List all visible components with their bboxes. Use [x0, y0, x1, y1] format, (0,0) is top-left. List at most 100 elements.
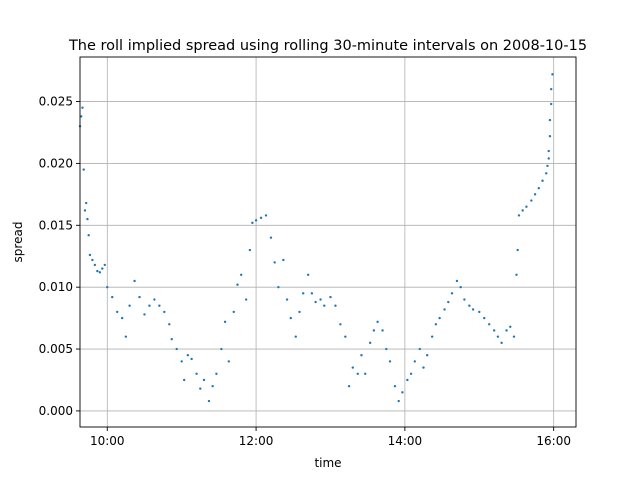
data-point [533, 193, 537, 196]
data-point [413, 360, 416, 363]
y-tick-label: 0.000 [39, 404, 73, 418]
y-tick-label: 0.005 [39, 342, 73, 356]
data-point [298, 310, 301, 314]
data-point [195, 372, 198, 375]
data-point [471, 308, 475, 311]
data-point [240, 273, 243, 276]
data-point [244, 298, 248, 301]
data-point [202, 378, 206, 382]
data-point [381, 329, 384, 332]
data-point [80, 115, 83, 118]
data-point [88, 253, 92, 257]
data-point [521, 209, 524, 212]
data-point [175, 347, 178, 351]
data-point [344, 335, 347, 338]
data-point [302, 292, 305, 295]
data-point [500, 341, 503, 345]
data-point [310, 292, 314, 295]
data-point [96, 269, 99, 273]
data-point [545, 172, 548, 175]
data-point [86, 217, 89, 221]
data-point [98, 271, 102, 274]
data-point [546, 164, 549, 168]
data-point [530, 199, 533, 202]
data-point [101, 267, 104, 270]
data-point [190, 357, 193, 361]
data-point [314, 300, 317, 304]
y-tick-label: 0.010 [39, 280, 73, 294]
data-point [82, 168, 85, 171]
data-point [182, 378, 186, 382]
data-point [289, 316, 292, 320]
data-point [515, 273, 518, 276]
data-point [227, 360, 230, 363]
data-point [334, 304, 337, 307]
x-axis: 10:00 12:00 14:00 16:00 [90, 427, 571, 448]
data-point [339, 323, 342, 326]
data-point [91, 258, 94, 262]
data-point [541, 179, 544, 182]
data-point [356, 372, 359, 375]
data-point [153, 298, 156, 301]
y-tick-label: 0.025 [39, 95, 73, 109]
data-point [148, 304, 151, 307]
data-point [269, 236, 273, 239]
data-point [525, 205, 528, 208]
data-point [251, 221, 254, 225]
data-point [430, 335, 434, 338]
data-point [488, 323, 491, 326]
data-point [505, 329, 508, 332]
data-point [133, 279, 136, 283]
data-point [223, 320, 227, 324]
data-point [111, 295, 114, 299]
data-point [548, 118, 552, 122]
data-point [550, 87, 553, 91]
data-point [85, 201, 88, 205]
data-point [550, 102, 553, 106]
data-point [447, 300, 450, 304]
data-point [512, 335, 516, 338]
data-point [116, 310, 119, 314]
data-point [248, 248, 252, 252]
data-point [232, 310, 235, 314]
data-point [463, 298, 466, 301]
data-point [158, 304, 161, 307]
data-point [87, 233, 90, 237]
x-tick-label: 14:00 [388, 434, 423, 448]
data-point [364, 372, 367, 375]
data-point [548, 134, 552, 138]
data-point [406, 378, 409, 382]
data-point [319, 298, 322, 301]
data-point [329, 295, 332, 299]
data-point [282, 258, 285, 262]
data-point [83, 209, 87, 212]
data-point [220, 347, 223, 351]
data-point [180, 360, 183, 363]
data-point [285, 298, 289, 301]
y-tick-label: 0.020 [39, 156, 73, 170]
data-point [509, 325, 512, 328]
data-point [273, 261, 276, 264]
data-point [492, 329, 496, 332]
data-point [347, 384, 351, 388]
data-point [211, 384, 214, 388]
data-point [551, 73, 554, 76]
y-axis: 0.000 0.005 0.010 0.015 0.020 0.025 [39, 95, 80, 418]
data-point [106, 285, 109, 289]
data-point [516, 248, 519, 252]
data-point [547, 157, 550, 160]
data-point [215, 372, 218, 375]
data-point [128, 304, 131, 307]
data-point [438, 316, 441, 320]
data-point [143, 313, 146, 316]
data-point [186, 354, 190, 357]
data-point [459, 285, 462, 289]
chart-title: The roll implied spread using rolling 30… [68, 38, 587, 54]
y-axis-label: spread [11, 222, 25, 263]
data-point [170, 337, 173, 341]
data-point [124, 335, 128, 338]
x-tick-label: 12:00 [239, 434, 274, 448]
data-point [385, 347, 388, 351]
data-point [409, 372, 413, 375]
